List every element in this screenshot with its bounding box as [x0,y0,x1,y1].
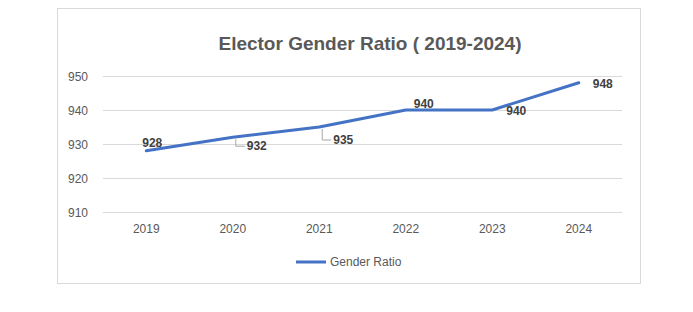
x-tick-label: 2023 [479,222,506,236]
grid-line [103,178,622,179]
x-tick-label: 2020 [219,222,246,236]
x-tick-label: 2022 [392,222,419,236]
x-tick-label: 2021 [306,222,333,236]
plot-area [146,83,579,151]
leader-line [236,139,245,146]
data-label: 928 [142,136,162,150]
leader-line [322,129,331,140]
grid-line [103,76,622,77]
x-tick-label: 2024 [565,222,592,236]
chart-frame [58,9,641,284]
y-tick-label: 910 [68,206,88,220]
legend-swatch [296,261,326,264]
y-tick-label: 950 [68,70,88,84]
x-tick-label: 2019 [133,222,160,236]
data-label: 940 [414,97,434,111]
data-label: 935 [333,133,353,147]
y-tick-label: 940 [68,104,88,118]
line-series [146,83,579,151]
data-label: 948 [593,77,613,91]
y-tick-label: 930 [68,138,88,152]
data-label: 940 [506,104,526,118]
y-tick-label: 920 [68,172,88,186]
chart: Elector Gender Ratio ( 2019-2024) 910 920 9… [0,0,693,312]
grid-line [103,212,622,213]
title: Elector Gender Ratio ( 2019-2024) [218,33,521,54]
grid-line [103,110,622,111]
data-label: 932 [247,139,267,153]
legend-label: Gender Ratio [330,255,402,269]
